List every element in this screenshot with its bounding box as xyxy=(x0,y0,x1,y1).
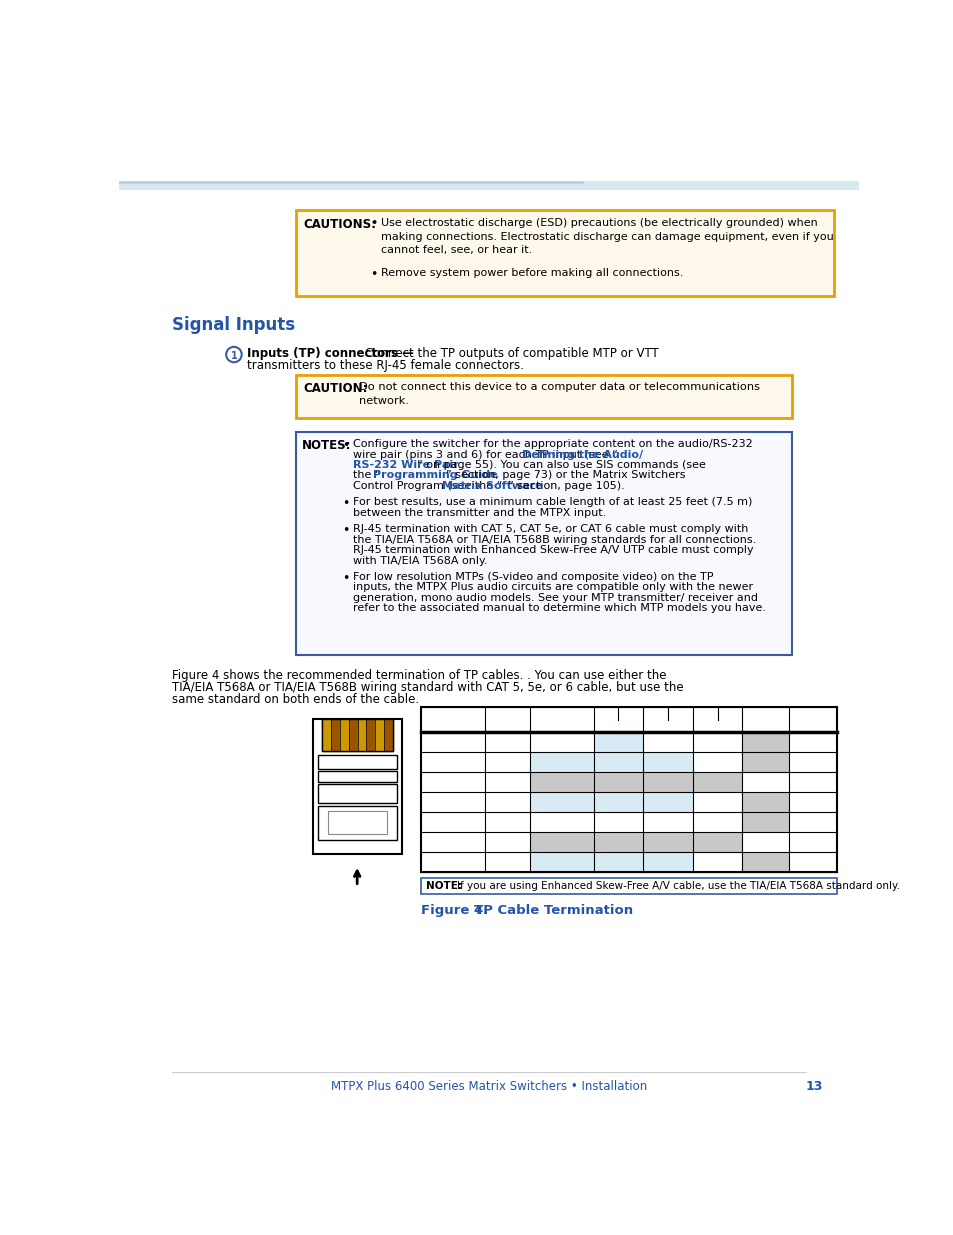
Bar xyxy=(295,431,791,655)
Bar xyxy=(741,792,788,811)
Text: CAUTION:: CAUTION: xyxy=(303,383,368,395)
Circle shape xyxy=(226,347,241,362)
Bar xyxy=(331,719,339,751)
Bar xyxy=(530,832,593,852)
Bar xyxy=(530,792,593,811)
Text: •: • xyxy=(342,572,350,585)
Text: the TIA/EIA T568A or TIA/EIA T568B wiring standards for all connections.: the TIA/EIA T568A or TIA/EIA T568B wirin… xyxy=(353,535,756,545)
Bar xyxy=(741,811,788,832)
Bar xyxy=(692,772,741,792)
Bar xyxy=(530,752,593,772)
Bar xyxy=(642,752,692,772)
Bar xyxy=(339,719,349,751)
Bar xyxy=(317,771,397,782)
Text: generation, mono audio models. See your MTP transmitter/ receiver and: generation, mono audio models. See your … xyxy=(353,593,758,603)
Text: same standard on both ends of the cable.: same standard on both ends of the cable. xyxy=(172,693,418,706)
Text: 1: 1 xyxy=(231,351,237,361)
Bar xyxy=(593,832,642,852)
Bar xyxy=(593,732,642,752)
Text: Control Program (see the “: Control Program (see the “ xyxy=(353,480,502,490)
Text: refer to the associated manual to determine which MTP models you have.: refer to the associated manual to determ… xyxy=(353,603,765,614)
Bar xyxy=(366,719,375,751)
Text: CAUTIONS:: CAUTIONS: xyxy=(303,217,376,231)
Bar xyxy=(593,752,642,772)
Bar xyxy=(357,719,366,751)
Bar xyxy=(642,772,692,792)
Text: •: • xyxy=(370,217,377,231)
Text: •: • xyxy=(370,268,377,282)
Bar xyxy=(642,852,692,872)
Text: transmitters to these RJ-45 female connectors.: transmitters to these RJ-45 female conne… xyxy=(247,359,523,372)
Text: with TIA/EIA T568A only.: with TIA/EIA T568A only. xyxy=(353,556,487,566)
Text: Figure 4.: Figure 4. xyxy=(421,904,488,918)
Text: RS-232 Wire Pair: RS-232 Wire Pair xyxy=(353,461,458,471)
Bar xyxy=(322,719,331,751)
Text: RJ-45 termination with Enhanced Skew-Free A/V UTP cable must comply: RJ-45 termination with Enhanced Skew-Fre… xyxy=(353,545,753,556)
Bar xyxy=(421,708,836,872)
Bar xyxy=(741,852,788,872)
Bar xyxy=(593,852,642,872)
Text: wire pair (pins 3 and 6) for each TP input (see “: wire pair (pins 3 and 6) for each TP inp… xyxy=(353,450,618,459)
Bar xyxy=(741,752,788,772)
Text: Use electrostatic discharge (ESD) precautions (be electrically grounded) when
ma: Use electrostatic discharge (ESD) precau… xyxy=(381,217,833,256)
Text: NOTE:: NOTE: xyxy=(426,882,461,892)
Bar xyxy=(530,772,593,792)
Bar xyxy=(593,772,642,792)
Text: ” section, page 73) or the Matrix Switchers: ” section, page 73) or the Matrix Switch… xyxy=(446,471,685,480)
Text: Connect the TP outputs of compatible MTP or VTT: Connect the TP outputs of compatible MTP… xyxy=(365,347,658,359)
Text: For low resolution MTPs (S-video and composite video) on the TP: For low resolution MTPs (S-video and com… xyxy=(353,572,713,582)
Text: TP Cable Termination: TP Cable Termination xyxy=(474,904,633,918)
Bar xyxy=(317,784,397,804)
Text: ” section, page 105).: ” section, page 105). xyxy=(508,480,624,490)
Text: Inputs (TP) connectors —: Inputs (TP) connectors — xyxy=(247,347,414,359)
Bar xyxy=(295,374,791,417)
Text: If you are using Enhanced Skew-Free A/V cable, use the TIA/EIA T568A standard on: If you are using Enhanced Skew-Free A/V … xyxy=(456,882,900,892)
Text: Figure 4 shows the recommended termination of TP cables. . You can use either th: Figure 4 shows the recommended terminati… xyxy=(172,668,666,682)
Bar xyxy=(692,832,741,852)
Bar xyxy=(328,811,386,835)
Bar xyxy=(322,719,393,751)
Bar xyxy=(375,719,384,751)
Text: TIA/EIA T568A or TIA/EIA T568B wiring standard with CAT 5, 5e, or 6 cable, but u: TIA/EIA T568A or TIA/EIA T568B wiring st… xyxy=(172,680,683,694)
Text: MTPX Plus 6400 Series Matrix Switchers • Installation: MTPX Plus 6400 Series Matrix Switchers •… xyxy=(331,1079,646,1093)
Text: •: • xyxy=(342,440,350,452)
Bar xyxy=(642,832,692,852)
Bar xyxy=(384,719,393,751)
Bar xyxy=(295,210,833,296)
Text: the “: the “ xyxy=(353,471,380,480)
Bar xyxy=(421,878,836,894)
Text: NOTES:: NOTES: xyxy=(302,440,352,452)
Text: 13: 13 xyxy=(805,1079,822,1093)
Text: Do not connect this device to a computer data or telecommunications
network.: Do not connect this device to a computer… xyxy=(359,383,760,406)
Bar xyxy=(317,805,397,841)
Bar xyxy=(642,792,692,811)
Text: RJ-45 termination with CAT 5, CAT 5e, or CAT 6 cable must comply with: RJ-45 termination with CAT 5, CAT 5e, or… xyxy=(353,525,748,535)
Text: between the transmitter and the MTPX input.: between the transmitter and the MTPX inp… xyxy=(353,508,606,517)
Text: Remove system power before making all connections.: Remove system power before making all co… xyxy=(381,268,683,278)
Bar xyxy=(741,732,788,752)
Bar xyxy=(322,719,393,751)
Text: ” on page 55). You can also use SIS commands (see: ” on page 55). You can also use SIS comm… xyxy=(416,461,705,471)
Text: Programming Guide: Programming Guide xyxy=(373,471,497,480)
Text: Matrix Software: Matrix Software xyxy=(441,480,541,490)
Bar xyxy=(349,719,357,751)
Text: •: • xyxy=(342,498,350,510)
Bar xyxy=(119,180,583,184)
Bar xyxy=(593,792,642,811)
Bar xyxy=(313,719,402,853)
Bar xyxy=(119,180,858,190)
Bar xyxy=(317,755,397,769)
Text: inputs, the MTPX Plus audio circuits are compatible only with the newer: inputs, the MTPX Plus audio circuits are… xyxy=(353,583,753,593)
Bar xyxy=(530,852,593,872)
Text: For best results, use a minimum cable length of at least 25 feet (7.5 m): For best results, use a minimum cable le… xyxy=(353,498,752,508)
Text: Signal Inputs: Signal Inputs xyxy=(172,316,294,333)
Text: Configure the switcher for the appropriate content on the audio/RS-232: Configure the switcher for the appropria… xyxy=(353,440,752,450)
Text: •: • xyxy=(342,525,350,537)
Text: Defining the Audio/: Defining the Audio/ xyxy=(521,450,642,459)
